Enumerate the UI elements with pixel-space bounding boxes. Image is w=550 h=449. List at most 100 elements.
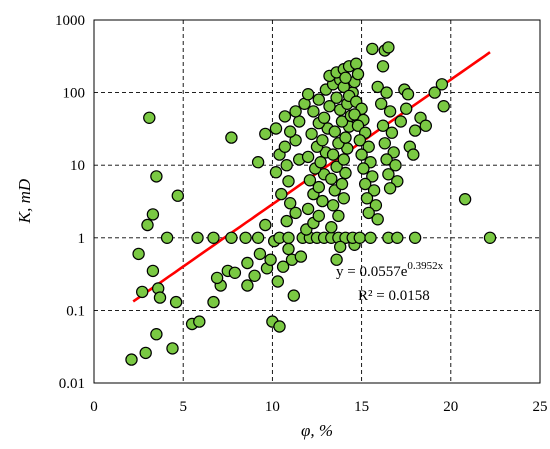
- data-point: [337, 192, 350, 205]
- data-point: [269, 122, 283, 135]
- data-point: [369, 199, 383, 212]
- data-point: [337, 153, 350, 166]
- data-point: [325, 172, 338, 185]
- x-tick-labels: 0 5 10 15 20 25: [90, 399, 547, 415]
- data-point: [228, 266, 242, 279]
- data-point: [282, 242, 295, 256]
- equation-exponent: 0.3952x: [407, 260, 443, 272]
- data-point: [171, 189, 184, 202]
- data-point: [282, 175, 295, 188]
- data-point: [330, 91, 343, 104]
- data-point: [160, 231, 174, 244]
- data-point: [207, 295, 220, 309]
- data-point: [280, 214, 293, 228]
- data-point: [241, 279, 254, 292]
- data-point: [316, 134, 329, 147]
- data-point: [273, 320, 286, 333]
- data-point: [362, 140, 375, 153]
- data-point: [458, 192, 472, 206]
- data-point: [284, 196, 297, 210]
- data-point: [382, 168, 395, 181]
- data-point: [408, 124, 422, 137]
- data-point: [125, 353, 138, 366]
- data-point: [135, 285, 149, 299]
- data-point: [435, 78, 449, 91]
- data-point: [335, 177, 349, 191]
- data-point: [383, 105, 397, 118]
- data-point: [407, 148, 420, 161]
- data-point: [193, 315, 206, 328]
- data-point: [289, 206, 302, 220]
- data-point: [280, 158, 293, 172]
- data-points: [125, 41, 497, 366]
- data-point: [275, 187, 288, 201]
- data-point: [210, 271, 224, 285]
- y-tick-label: 10: [70, 158, 85, 174]
- data-point: [353, 231, 366, 244]
- data-point: [382, 41, 395, 54]
- data-point: [150, 328, 163, 341]
- data-point: [207, 231, 220, 244]
- data-point: [362, 206, 375, 220]
- data-point: [389, 158, 402, 172]
- data-point: [312, 209, 325, 223]
- data-point: [330, 160, 343, 173]
- data-point: [191, 231, 204, 244]
- data-point: [294, 250, 308, 263]
- data-point: [323, 99, 336, 113]
- data-point: [150, 170, 163, 183]
- data-point: [248, 269, 261, 282]
- x-tick-label: 15: [354, 399, 369, 415]
- data-point: [351, 67, 365, 81]
- y-tick-label: 0.01: [59, 376, 85, 392]
- x-tick-label: 5: [179, 399, 187, 415]
- data-point: [401, 87, 415, 101]
- data-point: [316, 194, 329, 208]
- r-squared-label: R² = 0.0158: [358, 288, 430, 304]
- data-point: [355, 148, 368, 161]
- data-point: [276, 260, 290, 273]
- y-axis-label: K, mD: [15, 178, 34, 224]
- data-point: [428, 86, 441, 99]
- data-point: [348, 108, 361, 121]
- x-tick-label: 25: [533, 399, 548, 415]
- y-tick-label: 0.1: [66, 303, 85, 319]
- data-point: [376, 60, 390, 73]
- data-point: [332, 209, 345, 223]
- data-point: [259, 127, 272, 141]
- data-point: [314, 155, 327, 169]
- data-point: [317, 111, 331, 125]
- data-point: [169, 295, 183, 309]
- data-point: [287, 289, 300, 302]
- data-point: [225, 231, 238, 244]
- data-point: [253, 247, 267, 261]
- data-point: [394, 115, 407, 128]
- y-tick-labels: 0.01 0.1 1 10 100 1000: [55, 13, 85, 392]
- data-point: [353, 134, 366, 147]
- equation-base: y = 0.0557e: [336, 264, 408, 280]
- data-point: [326, 199, 340, 212]
- data-point: [251, 155, 265, 169]
- data-point: [339, 131, 352, 144]
- data-point: [301, 202, 315, 216]
- data-point: [284, 125, 297, 138]
- data-point: [143, 111, 156, 125]
- x-tick-label: 0: [90, 399, 98, 415]
- data-point: [437, 99, 450, 113]
- data-point: [400, 102, 413, 115]
- data-point: [251, 231, 265, 244]
- data-point: [339, 166, 352, 180]
- data-point: [371, 213, 384, 226]
- data-point: [301, 87, 315, 101]
- data-point: [359, 177, 372, 191]
- data-point: [357, 162, 370, 175]
- data-point: [139, 346, 152, 360]
- data-point: [312, 93, 325, 106]
- data-point: [383, 182, 397, 195]
- data-point: [289, 105, 302, 118]
- data-point: [350, 57, 363, 70]
- data-point: [330, 253, 343, 266]
- data-point: [225, 131, 238, 144]
- y-tick-label: 1: [78, 231, 86, 247]
- data-point: [367, 184, 381, 197]
